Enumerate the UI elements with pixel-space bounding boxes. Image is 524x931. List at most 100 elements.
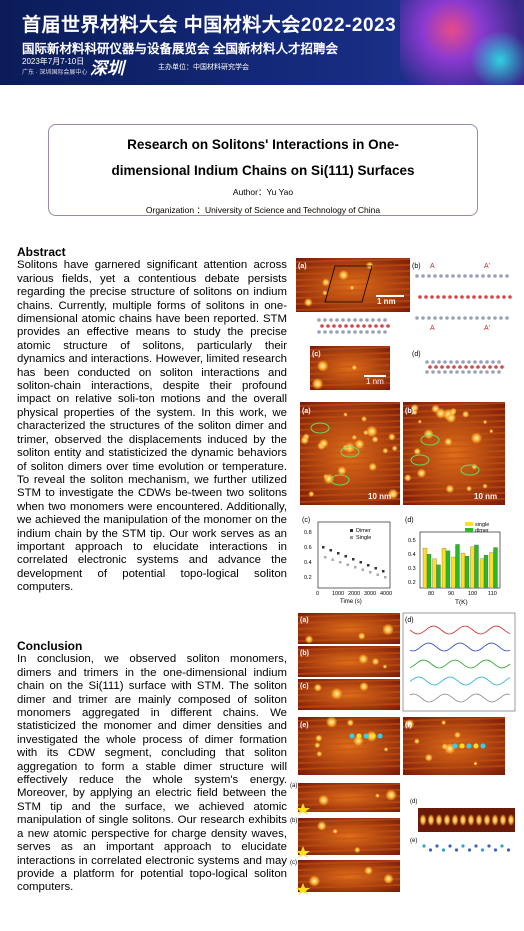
marker <box>363 733 369 739</box>
title-line: Research on Solitons' Interactions in On… <box>127 137 399 152</box>
atom-row <box>299 426 401 431</box>
atom <box>439 274 443 278</box>
atom <box>469 316 473 320</box>
atom <box>347 318 351 322</box>
chart-frame <box>317 521 391 589</box>
figure-text: (e) <box>410 838 417 844</box>
atom <box>493 316 497 320</box>
figure-text: (c) <box>312 351 321 358</box>
figure-text: A <box>430 263 435 270</box>
atom-row <box>297 637 401 642</box>
atom <box>487 844 491 848</box>
atom <box>467 360 471 364</box>
scatter-point <box>374 567 377 570</box>
stm-spot <box>361 416 367 422</box>
figure-text: Time (s) <box>340 599 362 605</box>
atom <box>455 360 459 364</box>
atom-row <box>295 258 411 263</box>
figure-text: 1 nm <box>366 377 384 386</box>
figure-text: 2000 <box>348 591 360 597</box>
stm-spot <box>410 403 419 413</box>
stm-spot <box>413 738 420 745</box>
scatter-point <box>359 561 362 564</box>
atom-row <box>297 824 401 829</box>
atom <box>380 324 384 328</box>
atom-row <box>297 691 401 696</box>
scatter-point <box>376 573 379 576</box>
marker <box>459 743 465 749</box>
atom-row <box>295 276 411 281</box>
scatter-point <box>369 571 372 574</box>
dimer-circle <box>330 474 350 486</box>
atom-row <box>299 432 401 437</box>
figure-text: 0.5 <box>408 538 416 544</box>
atom <box>443 370 447 374</box>
atom-row <box>297 759 401 764</box>
atom-row <box>297 818 401 823</box>
atom <box>479 360 483 364</box>
atom <box>500 365 504 369</box>
atom <box>469 274 473 278</box>
marker <box>356 733 362 739</box>
chart-frame <box>419 531 501 589</box>
atom <box>451 274 455 278</box>
stm-spot <box>315 734 323 742</box>
stm-spot <box>316 360 329 372</box>
atom <box>467 370 471 374</box>
author: Author：Yu Yao <box>232 187 294 197</box>
figure-text: dimer <box>475 528 489 534</box>
stm-spot <box>403 474 412 482</box>
atom <box>485 360 489 364</box>
stm-spot <box>365 261 374 270</box>
atom-row <box>295 270 411 275</box>
atom-spot <box>491 814 499 826</box>
atom-row <box>402 444 506 449</box>
atom <box>323 330 327 334</box>
atom <box>433 274 437 278</box>
atom <box>463 316 467 320</box>
atom-row <box>299 480 401 485</box>
bar <box>470 546 475 589</box>
atom-row <box>402 480 506 485</box>
atom <box>371 318 375 322</box>
title-line: dimensional Indium Chains on Si(111) Sur… <box>111 163 415 178</box>
stm-spot <box>314 742 321 749</box>
figure-text: (c) <box>302 517 310 524</box>
bar <box>489 552 494 589</box>
stm-spot <box>388 433 396 441</box>
atom <box>425 360 429 364</box>
atom <box>440 365 444 369</box>
atom-row <box>297 619 401 624</box>
atom <box>479 370 483 374</box>
stm-spot <box>308 491 315 497</box>
atom-row <box>297 765 401 770</box>
atom <box>461 370 465 374</box>
atom <box>485 370 489 374</box>
atom <box>493 274 497 278</box>
stm-spot <box>441 720 447 726</box>
atom <box>457 316 461 320</box>
stm-spot <box>303 298 313 307</box>
figure-text: (a) <box>298 263 307 270</box>
scatter-point <box>382 570 385 573</box>
stm-spot <box>371 436 379 443</box>
stm-spot <box>445 484 455 494</box>
atom <box>383 318 387 322</box>
atom <box>490 295 494 299</box>
stm-spot <box>375 793 380 798</box>
legend-swatch <box>465 528 473 532</box>
atom <box>441 848 446 852</box>
stm-spot <box>413 447 421 456</box>
marker <box>349 733 355 739</box>
atom <box>449 360 453 364</box>
stm-spot <box>300 435 309 445</box>
tip-star <box>296 803 310 815</box>
atom <box>431 370 435 374</box>
figure-text: Single <box>356 535 371 541</box>
atom <box>437 360 441 364</box>
atom <box>505 316 509 320</box>
atom-row <box>297 866 401 871</box>
stm-spot <box>412 409 418 416</box>
atom-row <box>297 783 401 788</box>
